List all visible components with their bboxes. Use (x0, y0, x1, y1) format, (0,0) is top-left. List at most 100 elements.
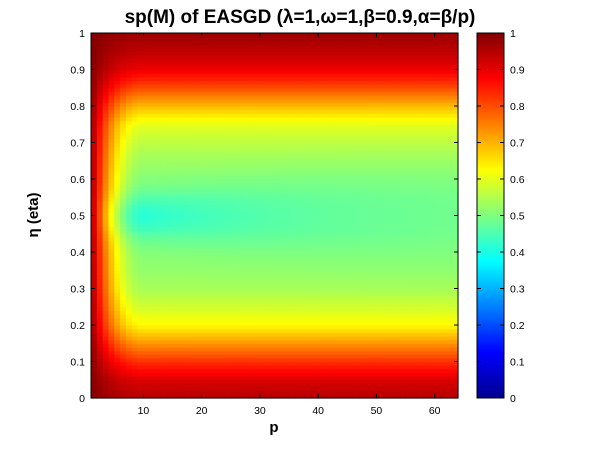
heatmap-cell (236, 204, 244, 209)
heatmap-cell (137, 146, 145, 151)
heatmap-cell (277, 387, 284, 392)
heatmap-cell (114, 321, 121, 326)
heatmap-cell (324, 383, 331, 388)
heatmap-cell (149, 135, 156, 140)
heatmap-cell (306, 303, 313, 308)
heatmap-cell (300, 51, 308, 56)
heatmap-cell (172, 91, 179, 96)
heatmap-cell (114, 266, 121, 271)
heatmap-cell (353, 383, 360, 388)
heatmap-cell (376, 270, 383, 275)
heatmap-cell (283, 62, 290, 67)
heatmap-cell (300, 394, 308, 399)
heatmap-cell (254, 328, 261, 333)
heatmap-cell (312, 142, 319, 147)
heatmap-cell (335, 204, 343, 209)
heatmap-cell (353, 237, 360, 242)
heatmap-cell (102, 379, 110, 384)
heatmap-cell (254, 76, 261, 82)
heatmap-cell (248, 335, 255, 341)
heatmap-cell (137, 98, 145, 103)
heatmap-cell (248, 252, 255, 257)
heatmap-cell (324, 138, 331, 144)
heatmap-cell (335, 273, 343, 279)
heatmap-cell (318, 372, 325, 377)
heatmap-cell (259, 379, 267, 384)
heatmap-cell (236, 368, 244, 374)
heatmap-cell (213, 332, 220, 337)
heatmap-cell (283, 127, 290, 133)
heatmap-cell (271, 109, 279, 114)
heatmap-cell (376, 332, 383, 337)
heatmap-cell (259, 306, 267, 311)
heatmap-cell (294, 95, 302, 100)
heatmap-cell (283, 284, 290, 290)
heatmap-cell (353, 120, 360, 125)
heatmap-cell (96, 124, 104, 129)
heatmap-cell (91, 365, 98, 370)
heatmap-cell (195, 197, 203, 202)
heatmap-cell (224, 215, 232, 220)
heatmap-cell (230, 379, 238, 384)
heatmap-cell (242, 241, 249, 246)
heatmap-cell (96, 310, 104, 315)
heatmap-cell (358, 95, 366, 100)
heatmap-cell (259, 84, 267, 89)
heatmap-cell (277, 51, 284, 56)
heatmap-cell (219, 204, 226, 209)
heatmap-cell (178, 325, 185, 330)
heatmap-cell (283, 131, 290, 136)
heatmap-cell (172, 186, 179, 191)
heatmap-cell (277, 321, 284, 326)
heatmap-cell (224, 255, 232, 260)
heatmap-cell (324, 387, 331, 392)
heatmap-cell (190, 215, 197, 220)
heatmap-cell (224, 91, 232, 96)
heatmap-cell (155, 350, 162, 355)
heatmap-cell (329, 113, 337, 118)
heatmap-cell (102, 233, 110, 238)
heatmap-cell (207, 95, 214, 100)
heatmap-cell (219, 387, 226, 392)
heatmap-cell (201, 354, 209, 359)
heatmap-cell (224, 175, 232, 180)
heatmap-cell (236, 131, 244, 136)
heatmap-cell (353, 186, 360, 191)
heatmap-cell (201, 33, 209, 38)
heatmap-cell (376, 146, 383, 151)
heatmap-cell (131, 226, 139, 231)
heatmap-cell (236, 182, 244, 187)
heatmap-cell (283, 200, 290, 206)
heatmap-cell (358, 266, 366, 271)
heatmap-cell (160, 211, 168, 217)
heatmap-cell (329, 237, 337, 242)
heatmap-cell (131, 335, 139, 341)
heatmap-cell (283, 142, 290, 147)
heatmap-cell (178, 321, 185, 326)
heatmap-cell (259, 87, 267, 92)
heatmap-cell (213, 303, 220, 308)
heatmap-cell (364, 98, 372, 103)
heatmap-cell (347, 379, 354, 384)
heatmap-cell (149, 230, 156, 235)
heatmap-cell (283, 273, 290, 279)
heatmap-cell (289, 87, 296, 92)
heatmap-cell (347, 390, 354, 395)
heatmap-cell (201, 157, 209, 162)
heatmap-cell (213, 219, 220, 224)
heatmap-cell (254, 135, 261, 140)
heatmap-cell (236, 365, 244, 370)
heatmap-cell (341, 325, 348, 330)
heatmap-cell (184, 91, 191, 96)
heatmap-cell (125, 248, 133, 253)
heatmap-cell (207, 252, 214, 257)
heatmap-cell (172, 365, 179, 370)
heatmap-cell (335, 80, 343, 85)
heatmap-cell (353, 95, 360, 100)
heatmap-cell (108, 84, 115, 89)
heatmap-cell (155, 321, 162, 326)
heatmap-cell (96, 299, 104, 304)
heatmap-cell (137, 211, 145, 217)
heatmap-cell (108, 259, 115, 264)
heatmap-cell (195, 230, 203, 235)
